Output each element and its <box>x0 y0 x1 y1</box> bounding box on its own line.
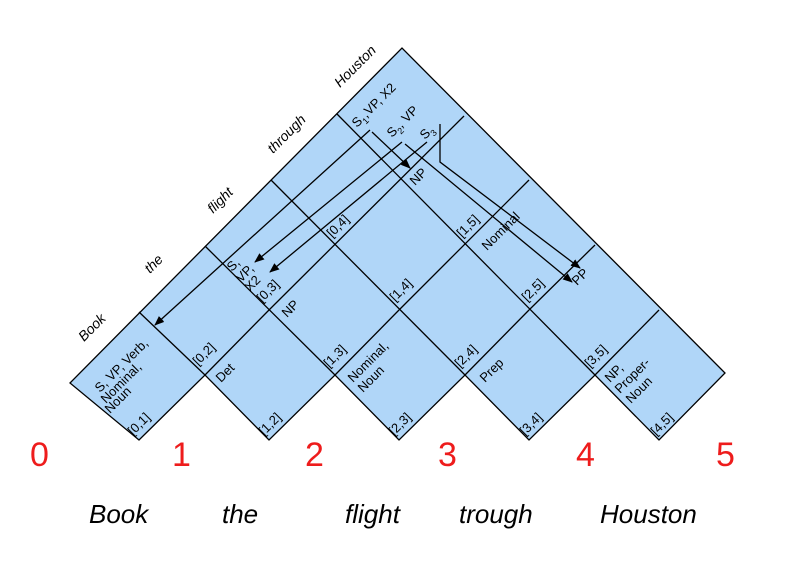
position-0: 0 <box>30 436 49 474</box>
sentence-word-houston: Houston <box>600 499 697 529</box>
arrow-s3-x2 <box>269 141 428 273</box>
sentence: Book the flight trough Houston <box>89 499 697 529</box>
sentence-word-book: Book <box>89 499 150 529</box>
chart-grid <box>138 113 660 376</box>
arrow-s2-pp <box>404 143 573 283</box>
arrow-s3-pp <box>439 124 581 269</box>
position-2: 2 <box>305 436 324 474</box>
sentence-word-the: the <box>222 499 258 529</box>
sentence-word-trough: trough <box>459 499 533 529</box>
diagonal-word-flight: flight <box>204 183 237 216</box>
back-pointer-arrows <box>154 124 581 326</box>
diagonal-word-book: Book <box>75 310 110 345</box>
sentence-word-flight: flight <box>345 499 402 529</box>
position-numbers: 0 1 2 3 4 5 <box>30 436 735 474</box>
position-1: 1 <box>172 436 191 474</box>
diagonal-word-the: the <box>141 251 166 276</box>
position-5: 5 <box>716 436 735 474</box>
arrow-s1-vp <box>154 129 371 326</box>
arrow-s2-s <box>254 141 403 263</box>
position-4: 4 <box>576 436 595 474</box>
position-3: 3 <box>438 436 457 474</box>
